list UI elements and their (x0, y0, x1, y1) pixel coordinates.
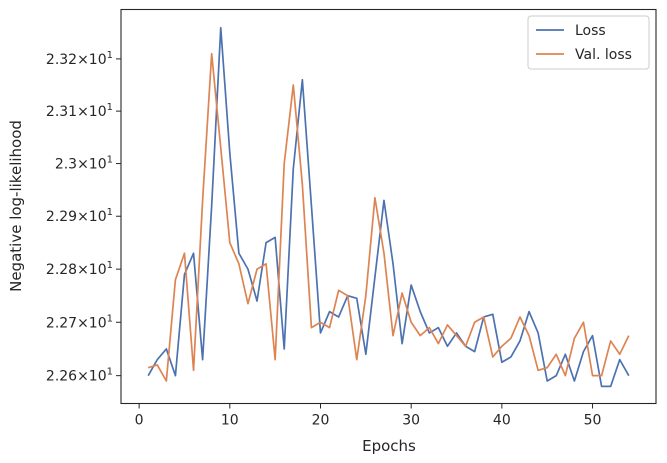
y-tick-label: 2.26×101 (46, 367, 113, 385)
series-line-loss (147, 26, 630, 388)
y-axis: 2.26×101 2.27×101 2.28×101 2.29×101 2.3×101 2… (46, 50, 121, 385)
y-tick-label: 2.27×101 (46, 313, 113, 331)
legend-label: Val. loss (575, 47, 632, 63)
legend-label: Loss (575, 23, 606, 39)
series-line-val-loss (147, 52, 630, 382)
plot-area: 0 10 20 30 40 50 2.26×101 2.27×101 2.28×101 2.29… (46, 8, 657, 429)
y-axis-label: Negative log-likelihood (7, 120, 25, 292)
y-tick-label: 2.28×101 (46, 260, 113, 278)
x-tick-label: 20 (312, 413, 330, 429)
y-tick-label: 2.29×101 (46, 207, 113, 225)
x-axis-label: Epochs (362, 437, 416, 455)
y-tick-label: 2.31×101 (46, 102, 113, 120)
x-tick-label: 50 (584, 413, 602, 429)
x-tick-label: 10 (221, 413, 239, 429)
x-tick-label: 0 (135, 413, 144, 429)
y-tick-label: 2.3×101 (55, 155, 113, 173)
series-lines (147, 26, 630, 388)
legend: Loss Val. loss (527, 15, 650, 70)
x-tick-label: 30 (402, 413, 420, 429)
x-tick-label: 40 (493, 413, 511, 429)
y-tick-label: 2.32×101 (46, 50, 113, 68)
x-axis: 0 10 20 30 40 50 (135, 403, 602, 429)
